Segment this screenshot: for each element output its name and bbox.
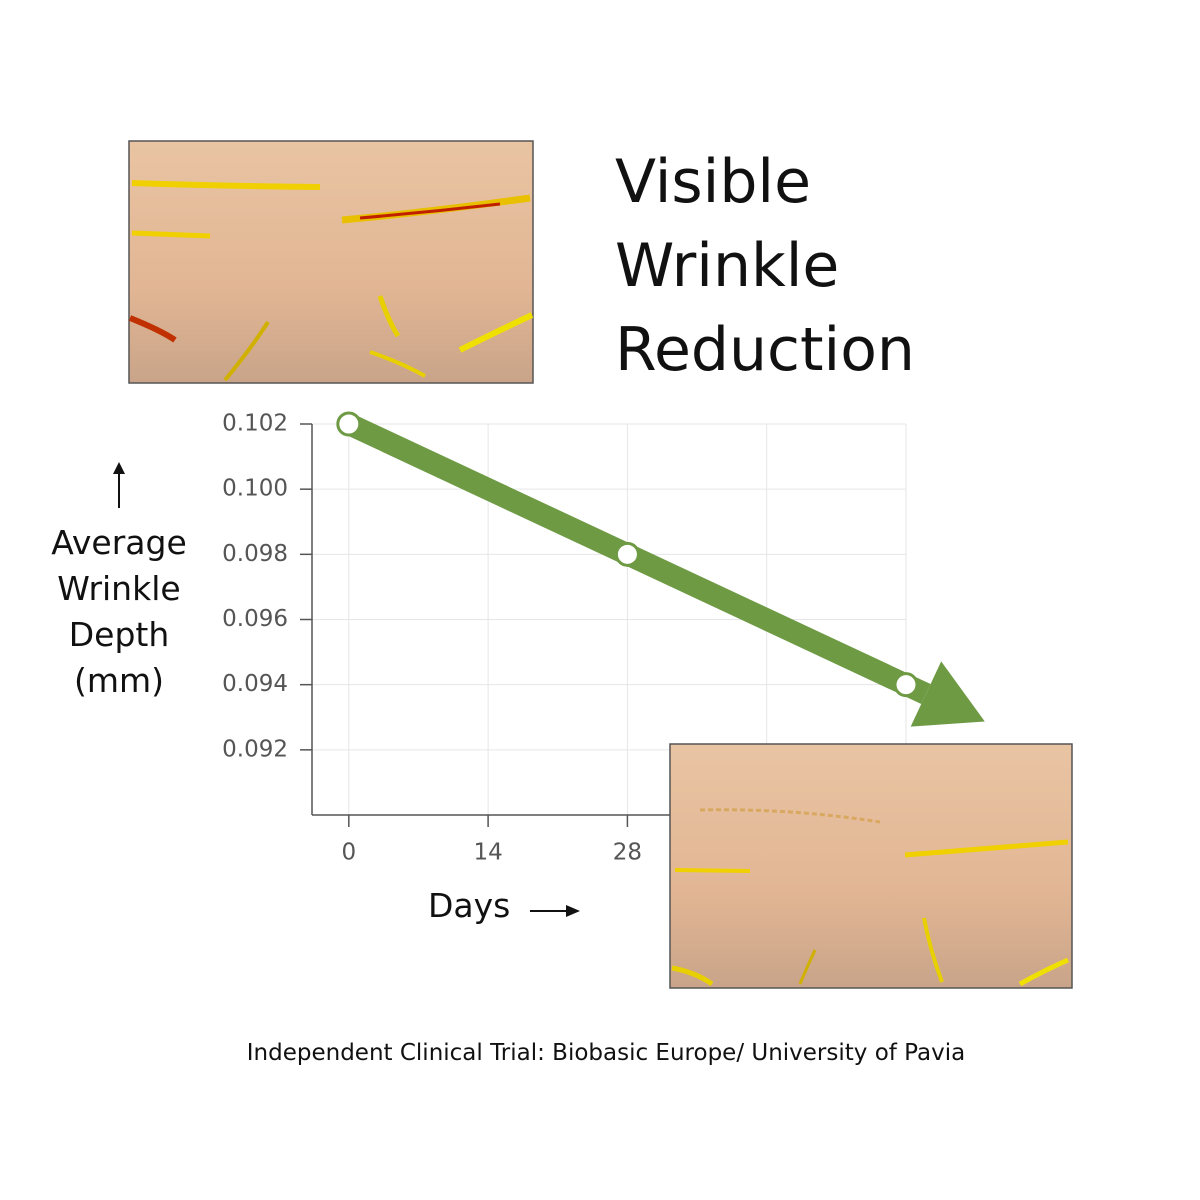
y-tick-label: 0.100 — [222, 476, 288, 502]
data-point — [336, 411, 362, 437]
y-tick-label: 0.094 — [222, 671, 288, 697]
y-tick-label: 0.098 — [222, 541, 288, 567]
x-tick-label: 14 — [473, 840, 502, 866]
x-tick-label: 56 — [891, 840, 920, 866]
y-tick-label: 0.096 — [222, 606, 288, 632]
y-tick-label: 0.102 — [222, 411, 288, 437]
x-axis-label: Days — [428, 886, 511, 925]
data-point — [614, 541, 640, 567]
photo-before — [128, 140, 534, 384]
chart-title: Visible Wrinkle Reduction — [615, 147, 915, 385]
x-tick-label: 0 — [341, 840, 356, 866]
y-tick-label: 0.092 — [222, 736, 288, 762]
data-point — [893, 672, 919, 698]
x-tick-label: 42 — [752, 840, 781, 866]
y-axis-label: Average Wrinkle Depth (mm) — [51, 523, 187, 700]
source-note: Independent Clinical Trial: Biobasic Eur… — [246, 1040, 966, 1066]
arrow-head — [910, 661, 985, 727]
x-tick-label: 28 — [613, 840, 642, 866]
